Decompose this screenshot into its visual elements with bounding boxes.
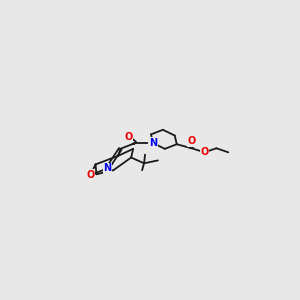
Text: O: O (86, 170, 95, 180)
Text: O: O (200, 147, 208, 157)
Text: O: O (124, 132, 132, 142)
Text: O: O (188, 136, 196, 146)
Text: N: N (103, 164, 112, 173)
Text: N: N (149, 138, 157, 148)
